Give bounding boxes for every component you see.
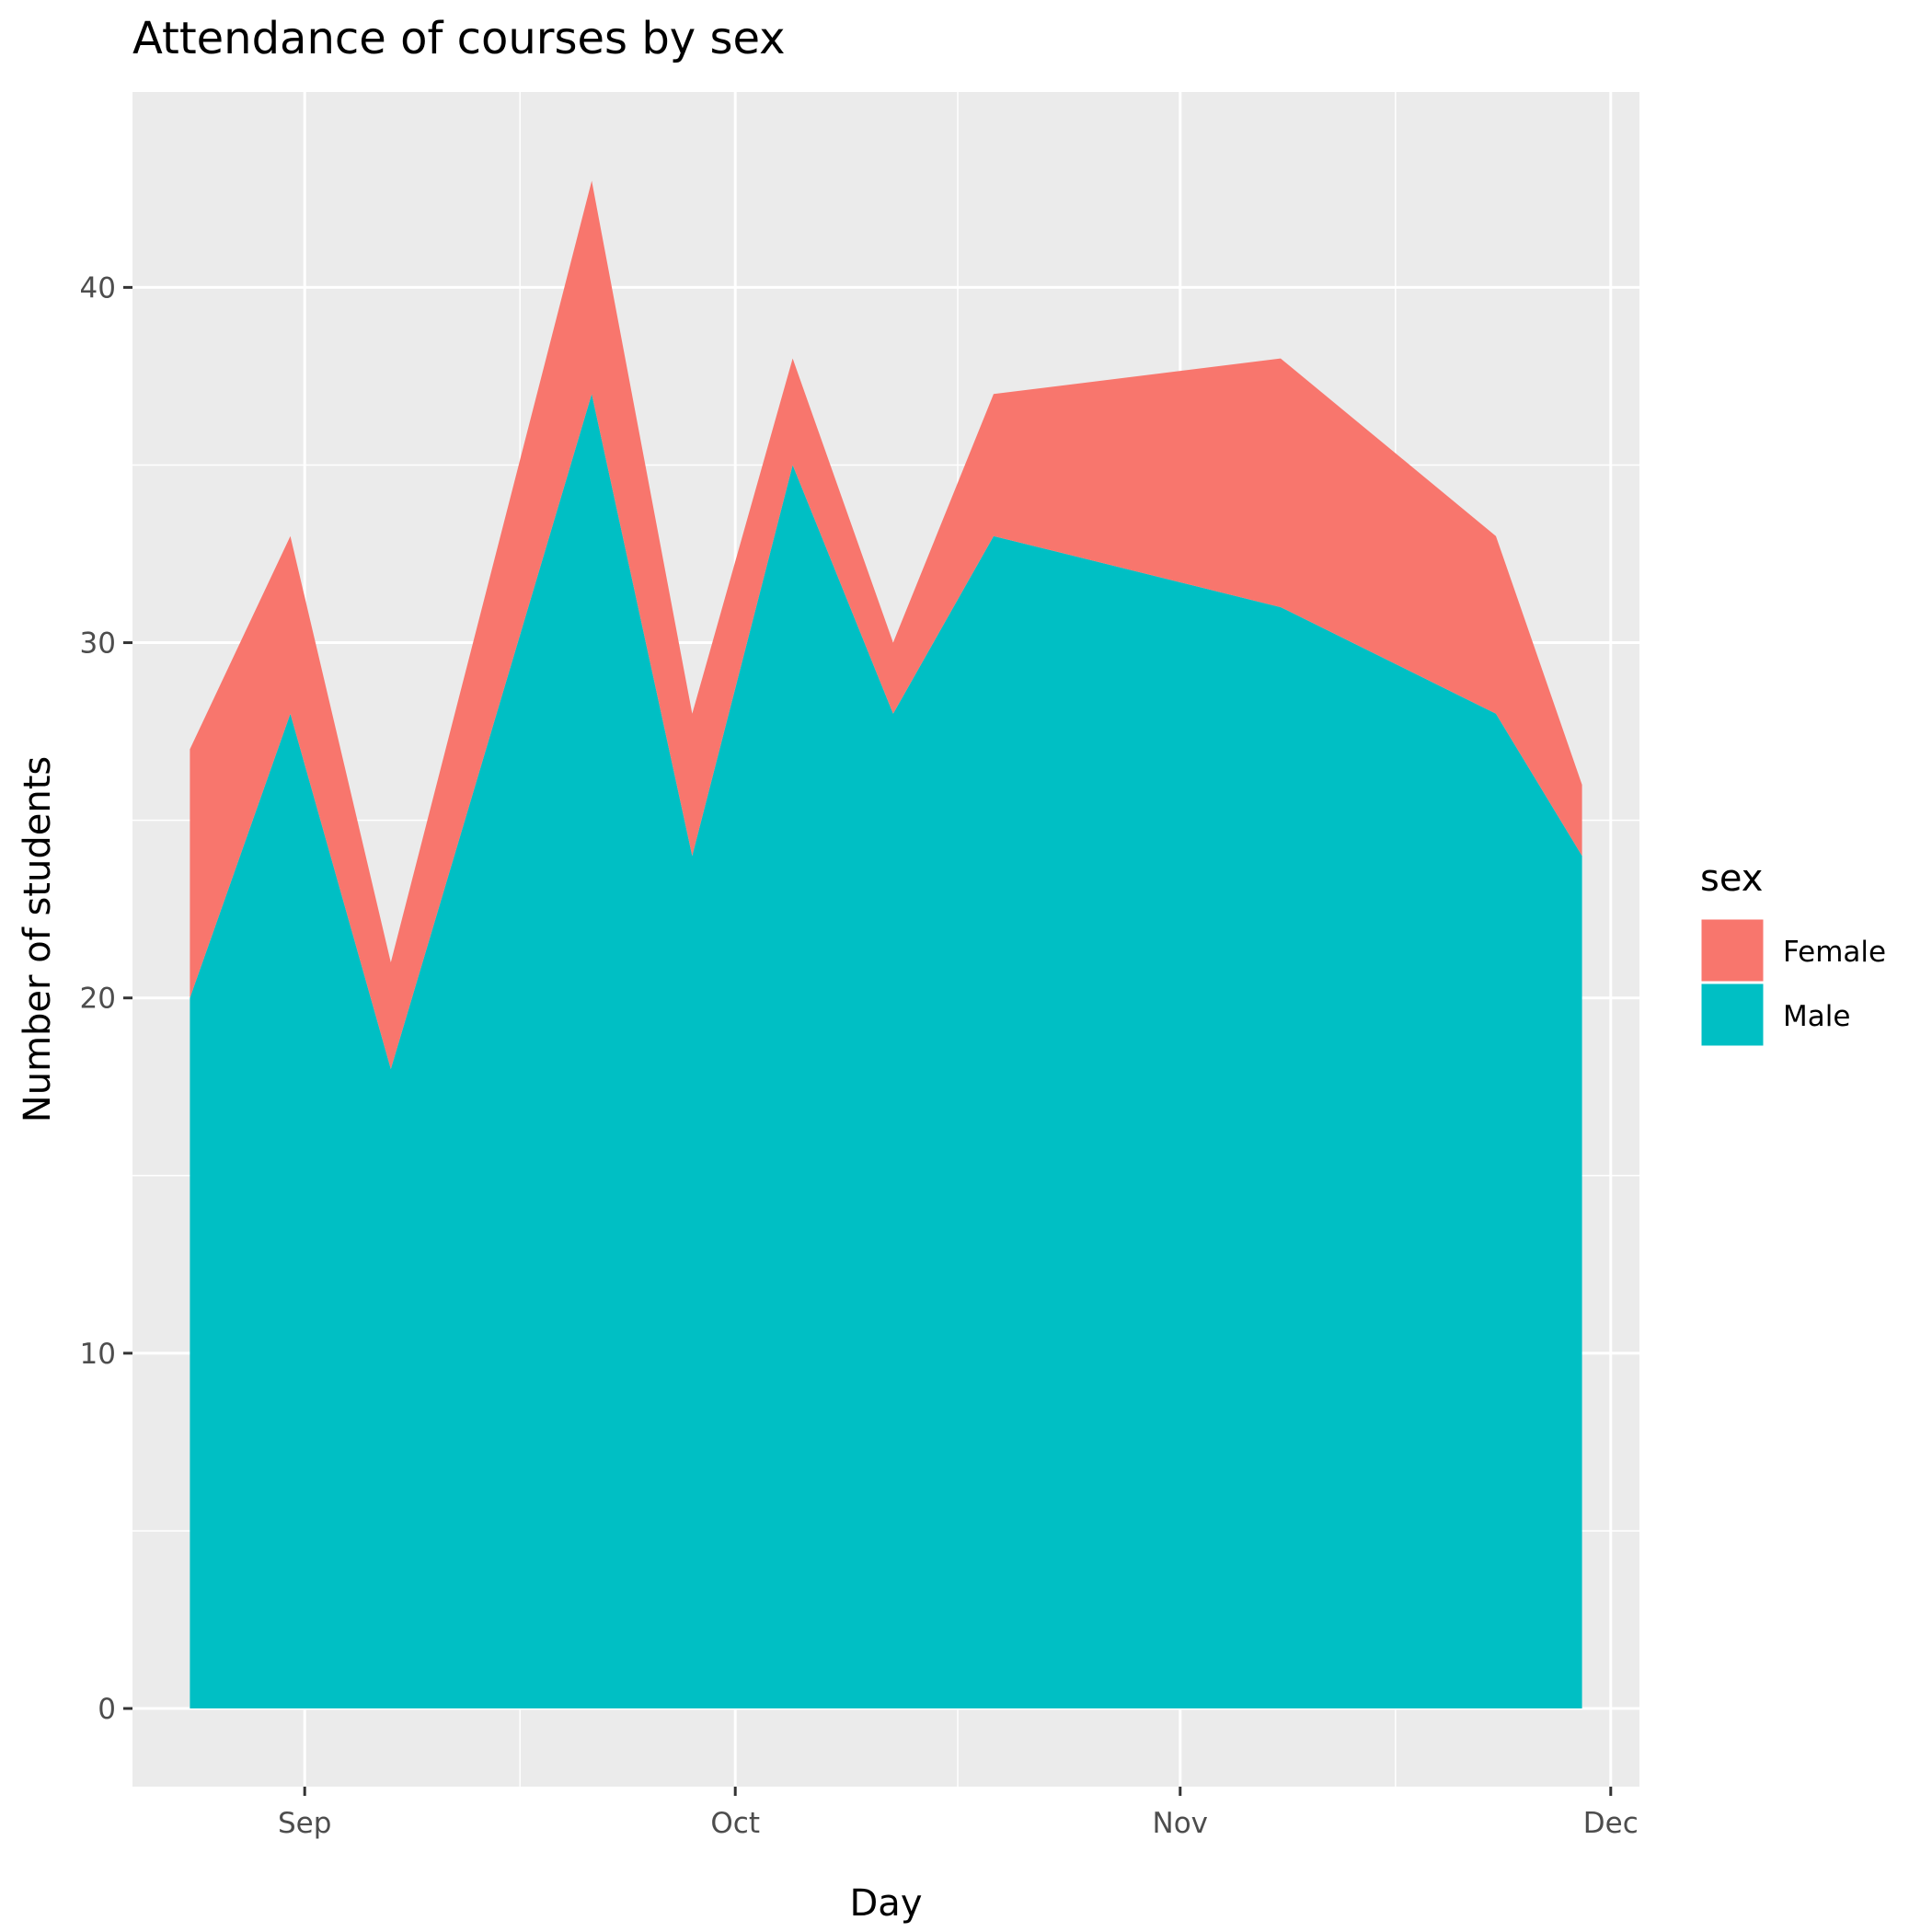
x-tick-label: Sep <box>278 1807 331 1840</box>
y-tick-label: 30 <box>80 627 116 661</box>
x-axis-title: Day <box>850 1882 923 1925</box>
area-layers <box>190 180 1582 1709</box>
y-tick-label: 0 <box>98 1693 116 1726</box>
y-axis: 0 10 20 30 40 <box>80 271 132 1726</box>
legend-label-female: Female <box>1783 936 1886 969</box>
y-tick-label: 40 <box>80 271 116 305</box>
legend-label-male: Male <box>1783 1000 1850 1033</box>
legend-key-female <box>1698 916 1766 984</box>
y-tick-label: 20 <box>80 983 116 1016</box>
x-axis: Sep Oct Nov Dec <box>278 1787 1639 1840</box>
legend-key-male <box>1698 981 1766 1049</box>
y-axis-title: Number of students <box>17 756 59 1122</box>
area-female <box>190 180 1582 1069</box>
x-tick-label: Nov <box>1153 1807 1209 1840</box>
legend: sex Female Male <box>1698 857 1886 1049</box>
x-tick-label: Dec <box>1583 1807 1639 1840</box>
chart-title: Attendance of courses by sex <box>132 13 786 64</box>
x-tick-label: Oct <box>710 1807 760 1840</box>
legend-title: sex <box>1700 857 1763 900</box>
y-tick-label: 10 <box>80 1338 116 1371</box>
area-male <box>190 394 1582 1709</box>
